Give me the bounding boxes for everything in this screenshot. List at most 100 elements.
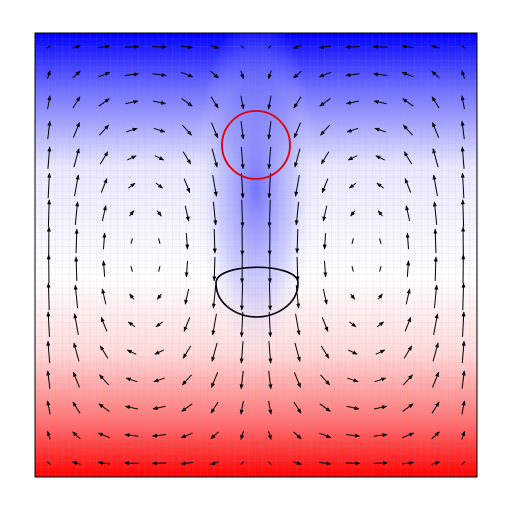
velocity-arrow — [130, 238, 133, 245]
velocity-arrow — [375, 155, 386, 161]
velocity-arrow — [379, 265, 382, 272]
velocity-arrow — [46, 311, 51, 337]
velocity-arrow — [373, 72, 388, 77]
velocity-arrow — [210, 122, 219, 139]
velocity-arrow — [152, 100, 167, 105]
velocity-arrow — [46, 70, 51, 79]
velocity-arrow — [401, 460, 415, 465]
velocity-arrow — [100, 178, 108, 193]
velocity-arrow — [345, 44, 360, 49]
velocity-arrow — [72, 431, 81, 440]
velocity-arrow — [461, 45, 465, 49]
velocity-arrow — [211, 285, 217, 309]
velocity-arrow — [373, 461, 388, 466]
velocity-arrow — [405, 288, 411, 305]
velocity-arrow — [345, 100, 360, 105]
velocity-arrow — [211, 148, 218, 168]
velocity-arrow — [460, 95, 465, 110]
velocity-arrow — [185, 233, 190, 250]
velocity-arrow — [267, 173, 272, 199]
velocity-arrow — [268, 283, 273, 311]
frame — [34, 32, 478, 478]
velocity-arrow — [99, 124, 110, 136]
velocity-arrow — [350, 293, 356, 300]
red-circle — [221, 110, 291, 180]
velocity-arrow — [405, 205, 411, 222]
velocity-arrow — [182, 345, 192, 359]
velocity-arrow — [293, 96, 302, 109]
velocity-arrow — [101, 260, 106, 277]
velocity-arrow — [183, 178, 191, 194]
velocity-arrow — [72, 371, 81, 388]
velocity-arrow — [124, 433, 139, 438]
velocity-arrow — [268, 341, 273, 364]
velocity-arrow — [402, 98, 414, 107]
velocity-arrow — [319, 98, 331, 107]
velocity-arrow — [98, 98, 110, 107]
velocity-arrow — [184, 260, 189, 278]
velocity-arrow — [71, 461, 81, 466]
velocity-arrow — [402, 124, 413, 136]
velocity-arrow — [152, 44, 167, 49]
velocity-arrow — [74, 228, 79, 254]
velocity-arrow — [432, 174, 438, 197]
velocity-arrow — [212, 201, 218, 226]
velocity-arrow — [73, 148, 80, 168]
velocity-arrow — [72, 401, 81, 414]
velocity-arrow — [152, 405, 166, 410]
velocity-arrow — [130, 265, 133, 272]
velocity-arrow — [461, 400, 466, 415]
arrows — [46, 44, 466, 466]
velocity-arrow — [347, 349, 358, 355]
velocity-arrow — [323, 260, 328, 278]
velocity-arrow — [267, 431, 272, 440]
velocity-arrow — [47, 461, 51, 465]
velocity-arrow — [293, 70, 302, 79]
velocity-arrow — [210, 401, 219, 414]
velocity-arrow — [74, 201, 80, 225]
velocity-arrow — [374, 377, 387, 383]
velocity-arrow — [345, 433, 360, 438]
velocity-arrow — [293, 372, 302, 388]
velocity-arrow — [433, 313, 439, 336]
velocity-arrow — [322, 233, 327, 250]
velocity-arrow — [154, 349, 165, 355]
velocity-arrow — [151, 461, 167, 466]
velocity-arrow — [99, 345, 109, 359]
velocity-arrow — [376, 321, 385, 328]
velocity-arrow — [72, 122, 81, 138]
velocity-arrow — [212, 174, 218, 197]
velocity-arrow — [349, 321, 357, 328]
velocity-arrow — [239, 283, 244, 311]
velocity-arrow — [346, 405, 360, 410]
velocity-arrow — [184, 288, 190, 305]
velocity-arrow — [99, 151, 109, 165]
velocity-arrow — [240, 121, 245, 140]
velocity-arrow — [210, 461, 219, 465]
velocity-arrow — [125, 100, 139, 105]
velocity-arrow — [126, 155, 137, 161]
velocity-arrow — [431, 371, 440, 388]
velocity-arrow — [461, 70, 466, 79]
velocity-arrow — [461, 311, 466, 337]
velocity-arrow — [293, 401, 302, 414]
velocity-arrow — [181, 71, 194, 78]
velocity-arrow — [406, 260, 411, 277]
velocity-arrow — [432, 342, 439, 362]
velocity-arrow — [372, 44, 388, 49]
velocity-arrow — [267, 199, 272, 228]
velocity-arrow — [72, 70, 81, 79]
velocity-arrow — [401, 71, 414, 78]
velocity-arrow — [152, 433, 167, 438]
velocity-arrow — [74, 174, 80, 197]
velocity-arrow — [268, 461, 272, 465]
velocity-arrow — [379, 238, 382, 245]
velocity-arrow — [72, 45, 81, 49]
velocity-arrow — [240, 146, 245, 170]
mesh — [35, 33, 477, 477]
velocity-arrow — [404, 178, 412, 193]
velocity-arrow — [268, 400, 273, 415]
velocity-arrow — [124, 461, 139, 466]
velocity-arrow — [126, 127, 138, 133]
velocity-arrow — [47, 199, 52, 227]
